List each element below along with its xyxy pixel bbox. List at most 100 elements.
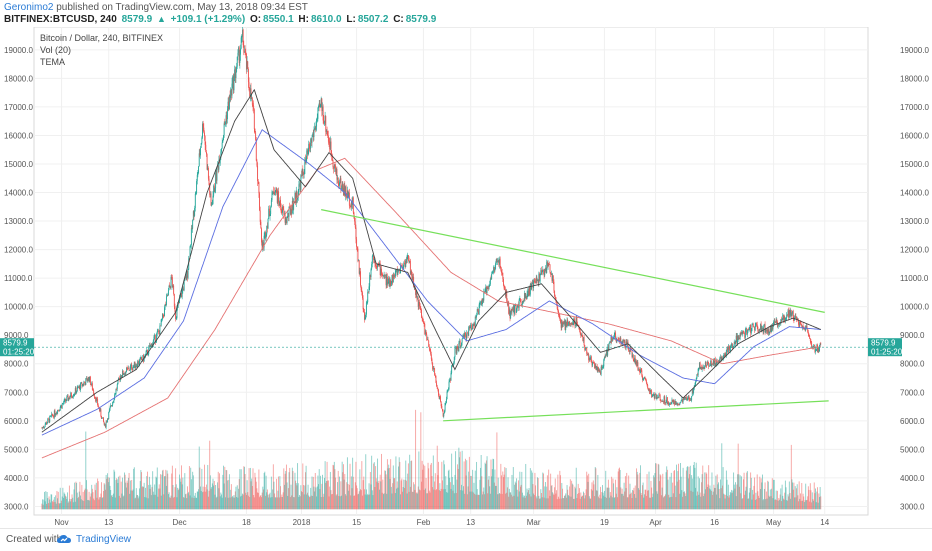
volume-bar <box>339 476 340 510</box>
candle-body <box>431 359 433 363</box>
volume-bar <box>526 488 528 510</box>
candle-body <box>558 310 559 316</box>
volume-bar <box>112 496 114 510</box>
candle-body <box>661 400 663 402</box>
volume-bar <box>226 480 228 510</box>
candle-body <box>292 200 294 210</box>
volume-bar <box>409 454 411 510</box>
volume-bar <box>729 495 731 510</box>
volume-bar <box>205 484 207 510</box>
candle-body <box>169 286 171 289</box>
volume-bar <box>167 494 169 510</box>
candle-body <box>464 332 466 335</box>
volume-bar <box>377 482 379 510</box>
candle-body <box>522 300 523 305</box>
candle-body <box>411 275 413 280</box>
candle-body <box>511 308 513 313</box>
candle-body <box>548 262 550 265</box>
volume-bar <box>375 466 377 510</box>
candle-body <box>614 332 616 335</box>
candle-body <box>581 334 583 337</box>
candle-body <box>505 291 507 297</box>
candle-body <box>667 402 669 405</box>
candle-body <box>719 357 721 363</box>
candle-body <box>151 343 153 348</box>
volume-bar <box>99 497 101 510</box>
candle-body <box>732 347 734 348</box>
volume-bar <box>687 466 689 510</box>
candle-body <box>146 350 148 355</box>
candle-body <box>525 296 527 299</box>
volume-bar <box>674 485 676 510</box>
volume-bar <box>62 487 64 510</box>
candle-body <box>441 406 443 409</box>
volume-bar <box>406 493 408 510</box>
volume-bar <box>252 468 254 510</box>
candle-body <box>457 346 459 349</box>
volume-bar <box>379 489 380 510</box>
price-badge-value-left: 8579.9 <box>3 339 28 348</box>
candle-body <box>707 361 709 364</box>
candle-body <box>165 296 167 306</box>
candle-body <box>463 334 464 337</box>
candle-body <box>118 377 120 381</box>
candle-body <box>253 105 255 110</box>
candle-body <box>269 214 271 216</box>
candle-body <box>628 349 630 351</box>
volume-bar <box>319 489 321 510</box>
candle-body <box>710 360 712 366</box>
volume-bar <box>331 493 333 510</box>
candle-body <box>819 343 821 346</box>
volume-bar <box>617 497 618 510</box>
candle-body <box>331 153 333 156</box>
candle-body <box>573 319 575 321</box>
volume-bar <box>626 472 628 510</box>
candle-body <box>471 328 473 330</box>
volume-bar <box>179 478 181 510</box>
candle-body <box>89 376 91 382</box>
candle-body <box>475 316 477 318</box>
candle-body <box>474 323 476 326</box>
volume-bar <box>378 480 380 510</box>
volume-bar <box>763 498 765 510</box>
volume-bar <box>624 476 626 510</box>
candle-body <box>201 137 203 144</box>
volume-bars <box>41 409 822 510</box>
candle-body <box>713 360 715 365</box>
author-link[interactable]: Geronimo2 <box>4 2 54 13</box>
candle-body <box>352 197 354 205</box>
candle-body <box>380 268 382 276</box>
candle-body <box>492 270 494 273</box>
candle-body <box>236 56 238 67</box>
volume-bar <box>68 485 70 510</box>
volume-bar <box>371 490 373 510</box>
time-axis[interactable]: Nov 13 Dec 18 2018 15 Feb 13 Mar 19 Apr 16 May 14 <box>54 518 829 527</box>
candle-body <box>327 135 329 136</box>
volume-bar <box>221 494 222 510</box>
volume-bar <box>105 474 107 510</box>
low-label: L: <box>346 14 356 25</box>
volume-bar <box>363 476 365 510</box>
candle-body <box>370 269 372 278</box>
candle-body <box>598 367 599 372</box>
candle-body <box>575 325 577 327</box>
tradingview-link[interactable]: TradingView <box>76 534 132 545</box>
volume-bar <box>709 485 711 510</box>
candle-body <box>491 273 493 280</box>
volume-bar <box>500 463 502 510</box>
candle-body <box>74 393 76 395</box>
candle-body <box>153 336 155 340</box>
volume-bar <box>468 456 470 510</box>
volume-bar <box>771 488 773 510</box>
volume-bar <box>598 496 599 510</box>
candle-body <box>75 388 77 394</box>
volume-bar <box>666 469 668 510</box>
volume-bar <box>211 483 213 510</box>
y-tick-label-right: 9000.0 <box>900 331 925 340</box>
candle-body <box>680 402 681 403</box>
volume-bar <box>415 409 417 510</box>
volume-bar <box>747 498 749 510</box>
volume-bar <box>600 498 602 510</box>
